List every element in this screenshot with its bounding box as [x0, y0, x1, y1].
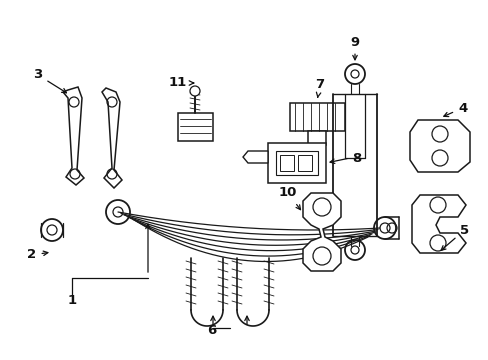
Text: 8: 8 [351, 152, 361, 165]
Bar [307, 131, 325, 145]
Polygon shape [102, 88, 122, 188]
Polygon shape [411, 195, 465, 253]
Polygon shape [303, 193, 340, 271]
Text: 10: 10 [278, 186, 300, 210]
Text: 5: 5 [440, 224, 468, 250]
Polygon shape [243, 151, 267, 163]
Text: 3: 3 [33, 68, 66, 93]
Text: 9: 9 [350, 36, 359, 60]
Bar [267, 143, 325, 183]
Bar [289, 103, 345, 131]
Text: 2: 2 [27, 248, 48, 261]
Text: 6: 6 [207, 324, 216, 337]
Bar [275, 151, 317, 175]
Polygon shape [409, 120, 469, 172]
Text: 11: 11 [168, 77, 193, 90]
Text: 7: 7 [315, 78, 324, 97]
Bar [178, 113, 213, 141]
Circle shape [190, 86, 200, 96]
Polygon shape [63, 87, 84, 185]
Text: 1: 1 [67, 293, 77, 306]
Bar [280, 155, 293, 171]
Bar [297, 155, 311, 171]
Text: 4: 4 [443, 102, 467, 117]
